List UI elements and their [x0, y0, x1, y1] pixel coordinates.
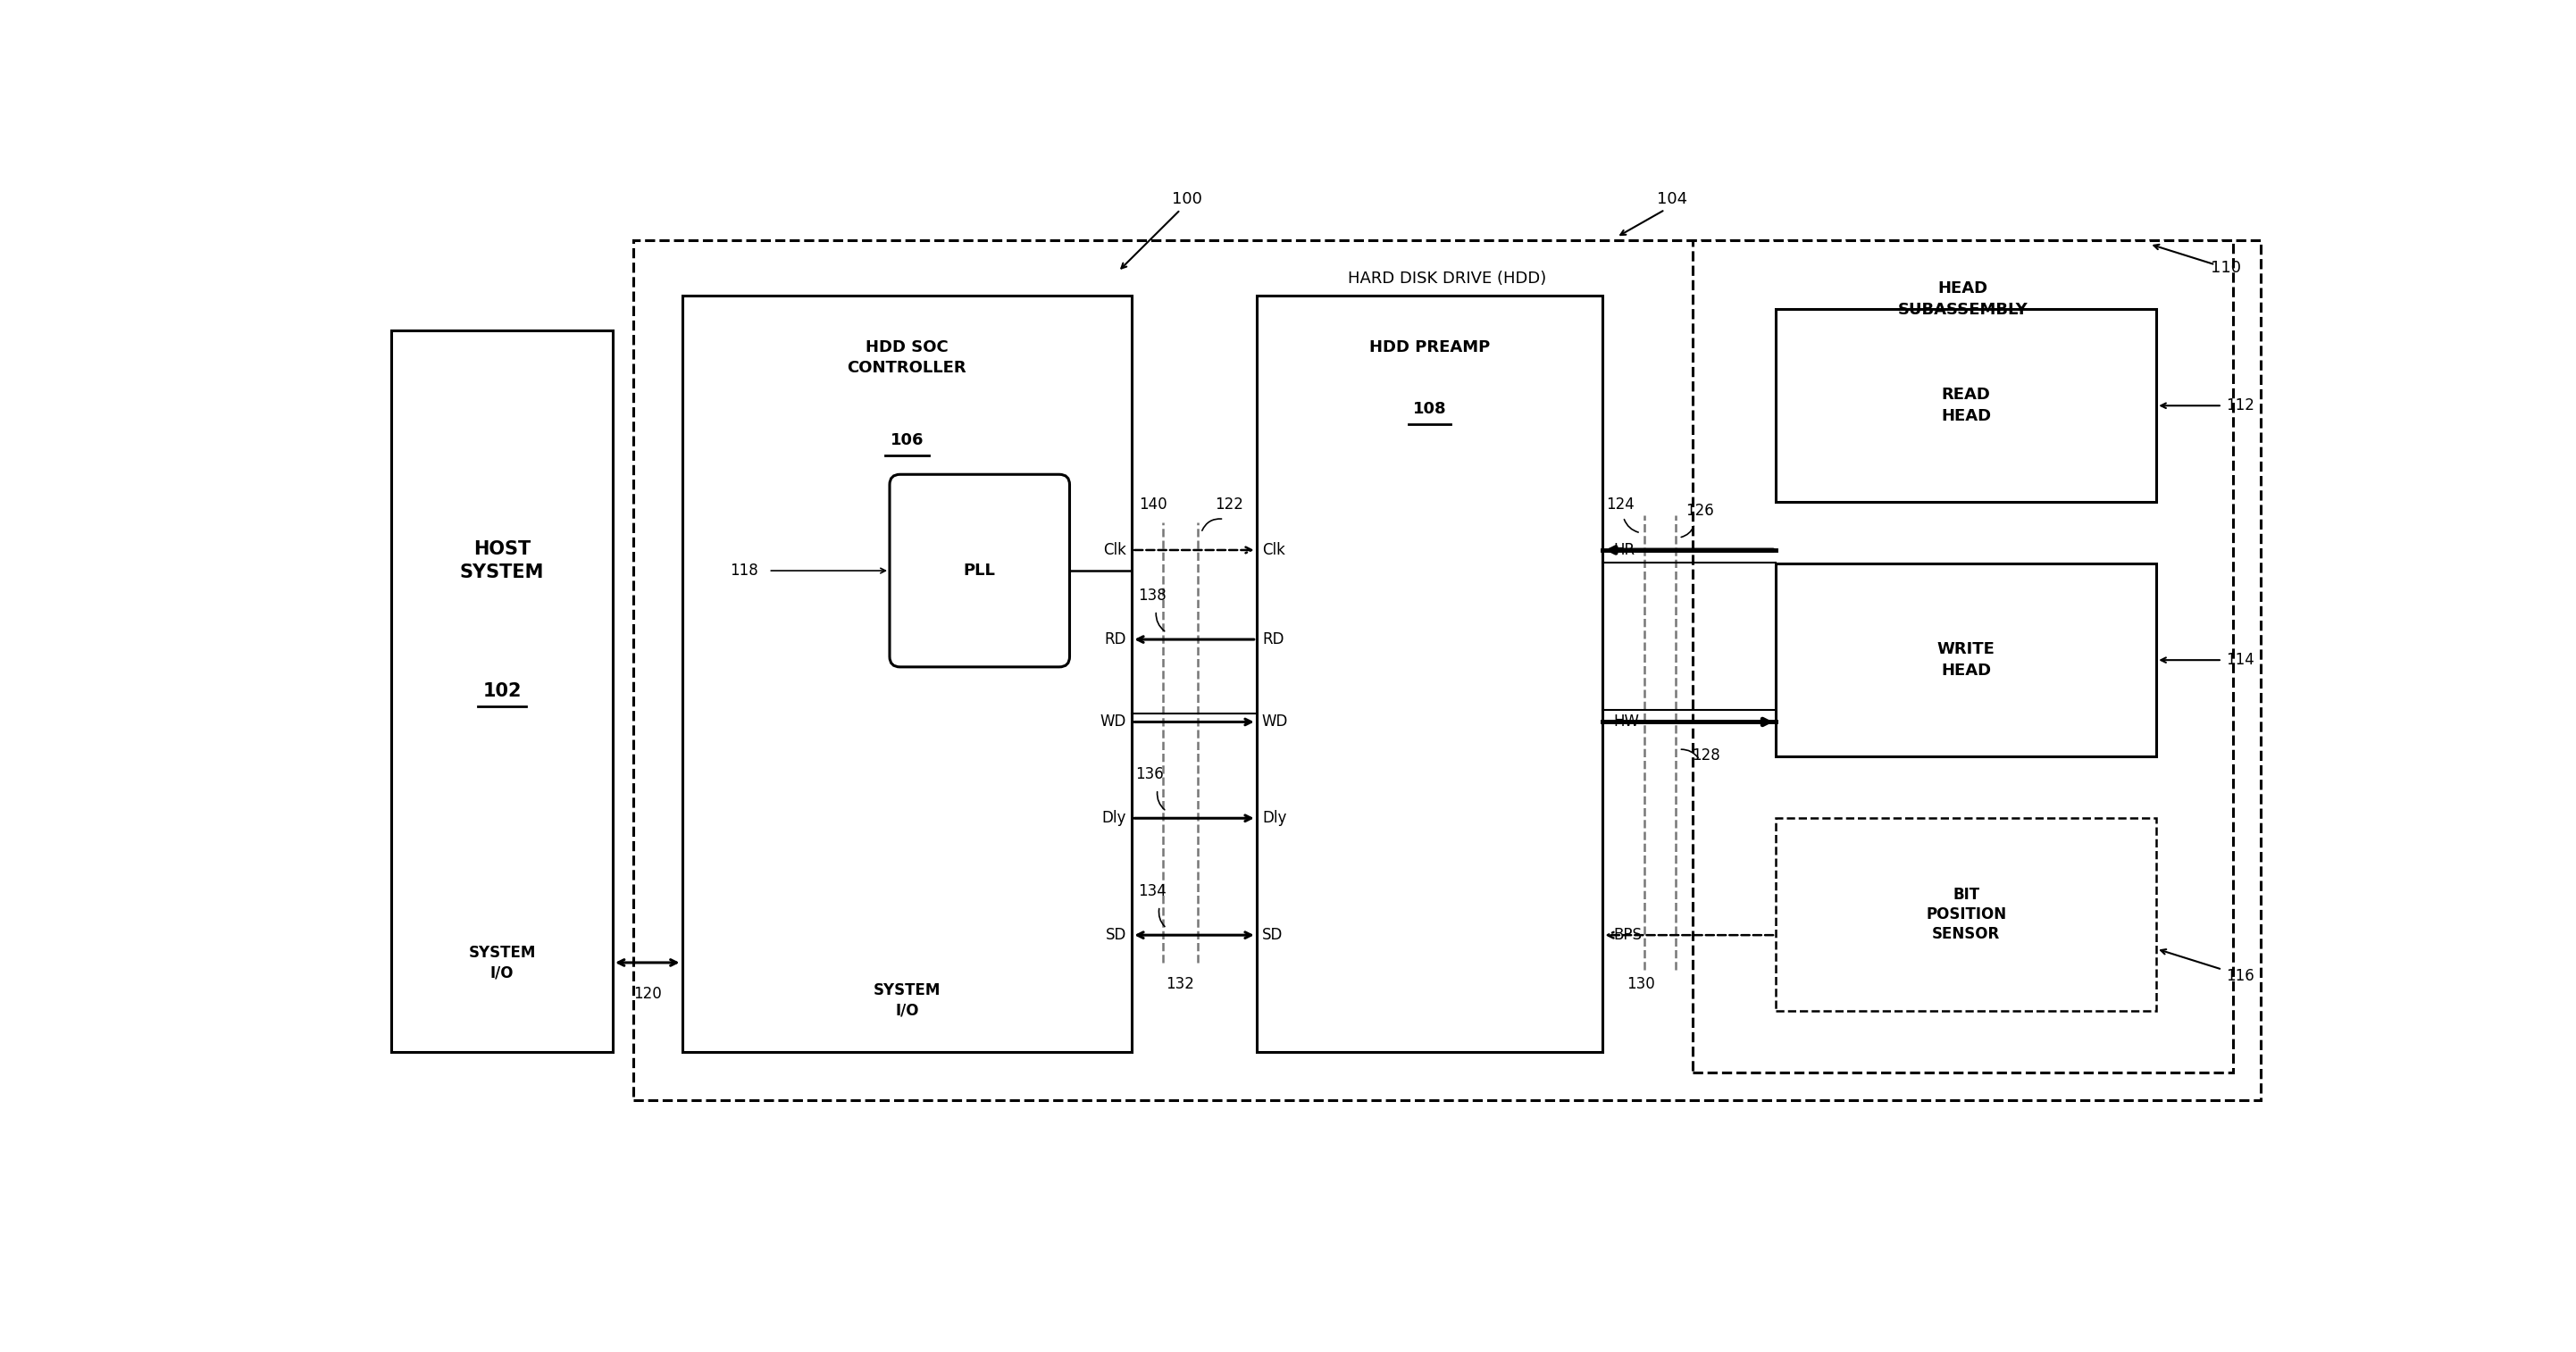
Text: SD: SD	[1105, 927, 1126, 944]
Text: 116: 116	[2226, 968, 2254, 984]
Text: WRITE
HEAD: WRITE HEAD	[1937, 641, 1994, 679]
Text: WD: WD	[1100, 714, 1126, 730]
Text: 124: 124	[1605, 496, 1633, 512]
Text: 106: 106	[891, 433, 925, 448]
Text: 130: 130	[1625, 976, 1654, 992]
Text: HR: HR	[1613, 542, 1636, 558]
Text: WD: WD	[1262, 714, 1288, 730]
Text: SYSTEM
I/O: SYSTEM I/O	[469, 945, 536, 980]
Text: 108: 108	[1412, 402, 1445, 418]
Text: HARD DISK DRIVE (HDD): HARD DISK DRIVE (HDD)	[1347, 270, 1546, 287]
Text: 104: 104	[1656, 192, 1687, 207]
Bar	[1775, 818, 2156, 1011]
Text: BPS: BPS	[1613, 927, 1641, 944]
Text: 136: 136	[1136, 767, 1164, 783]
FancyBboxPatch shape	[889, 475, 1069, 667]
Bar	[1775, 310, 2156, 502]
Bar	[1692, 241, 2233, 1072]
Text: 126: 126	[1685, 503, 1713, 519]
Text: 134: 134	[1139, 883, 1167, 899]
Text: 102: 102	[482, 681, 520, 700]
Text: READ
HEAD: READ HEAD	[1940, 387, 1991, 425]
Text: HDD PREAMP: HDD PREAMP	[1370, 339, 1489, 356]
Text: HW: HW	[1613, 714, 1638, 730]
Text: Clk: Clk	[1262, 542, 1285, 558]
Text: Dly: Dly	[1262, 810, 1285, 826]
Text: HDD SOC
CONTROLLER: HDD SOC CONTROLLER	[848, 339, 966, 376]
Text: 120: 120	[634, 986, 662, 1002]
Text: 138: 138	[1139, 588, 1167, 604]
Text: SYSTEM
I/O: SYSTEM I/O	[873, 983, 940, 1018]
Text: 132: 132	[1167, 976, 1195, 992]
Text: 114: 114	[2226, 652, 2254, 668]
Text: 140: 140	[1139, 496, 1167, 512]
Text: BIT
POSITION
SENSOR: BIT POSITION SENSOR	[1927, 887, 2007, 942]
Text: 112: 112	[2226, 397, 2254, 414]
Text: RD: RD	[1262, 631, 1283, 648]
Text: HEAD
SUBASSEMBLY: HEAD SUBASSEMBLY	[1899, 280, 2027, 318]
Bar	[683, 296, 1131, 1052]
Text: 110: 110	[2210, 260, 2241, 276]
Text: 122: 122	[1216, 496, 1244, 512]
Text: 118: 118	[729, 562, 757, 579]
Text: Dly: Dly	[1103, 810, 1126, 826]
Bar	[634, 241, 2259, 1101]
Bar	[392, 330, 613, 1052]
Text: 128: 128	[1692, 748, 1721, 764]
Text: 100: 100	[1172, 192, 1203, 207]
Bar	[1257, 296, 1602, 1052]
Text: SD: SD	[1262, 927, 1283, 944]
Text: PLL: PLL	[963, 562, 997, 579]
Text: Clk: Clk	[1103, 542, 1126, 558]
Text: RD: RD	[1105, 631, 1126, 648]
Text: HOST
SYSTEM: HOST SYSTEM	[461, 541, 544, 581]
Bar	[1775, 564, 2156, 756]
